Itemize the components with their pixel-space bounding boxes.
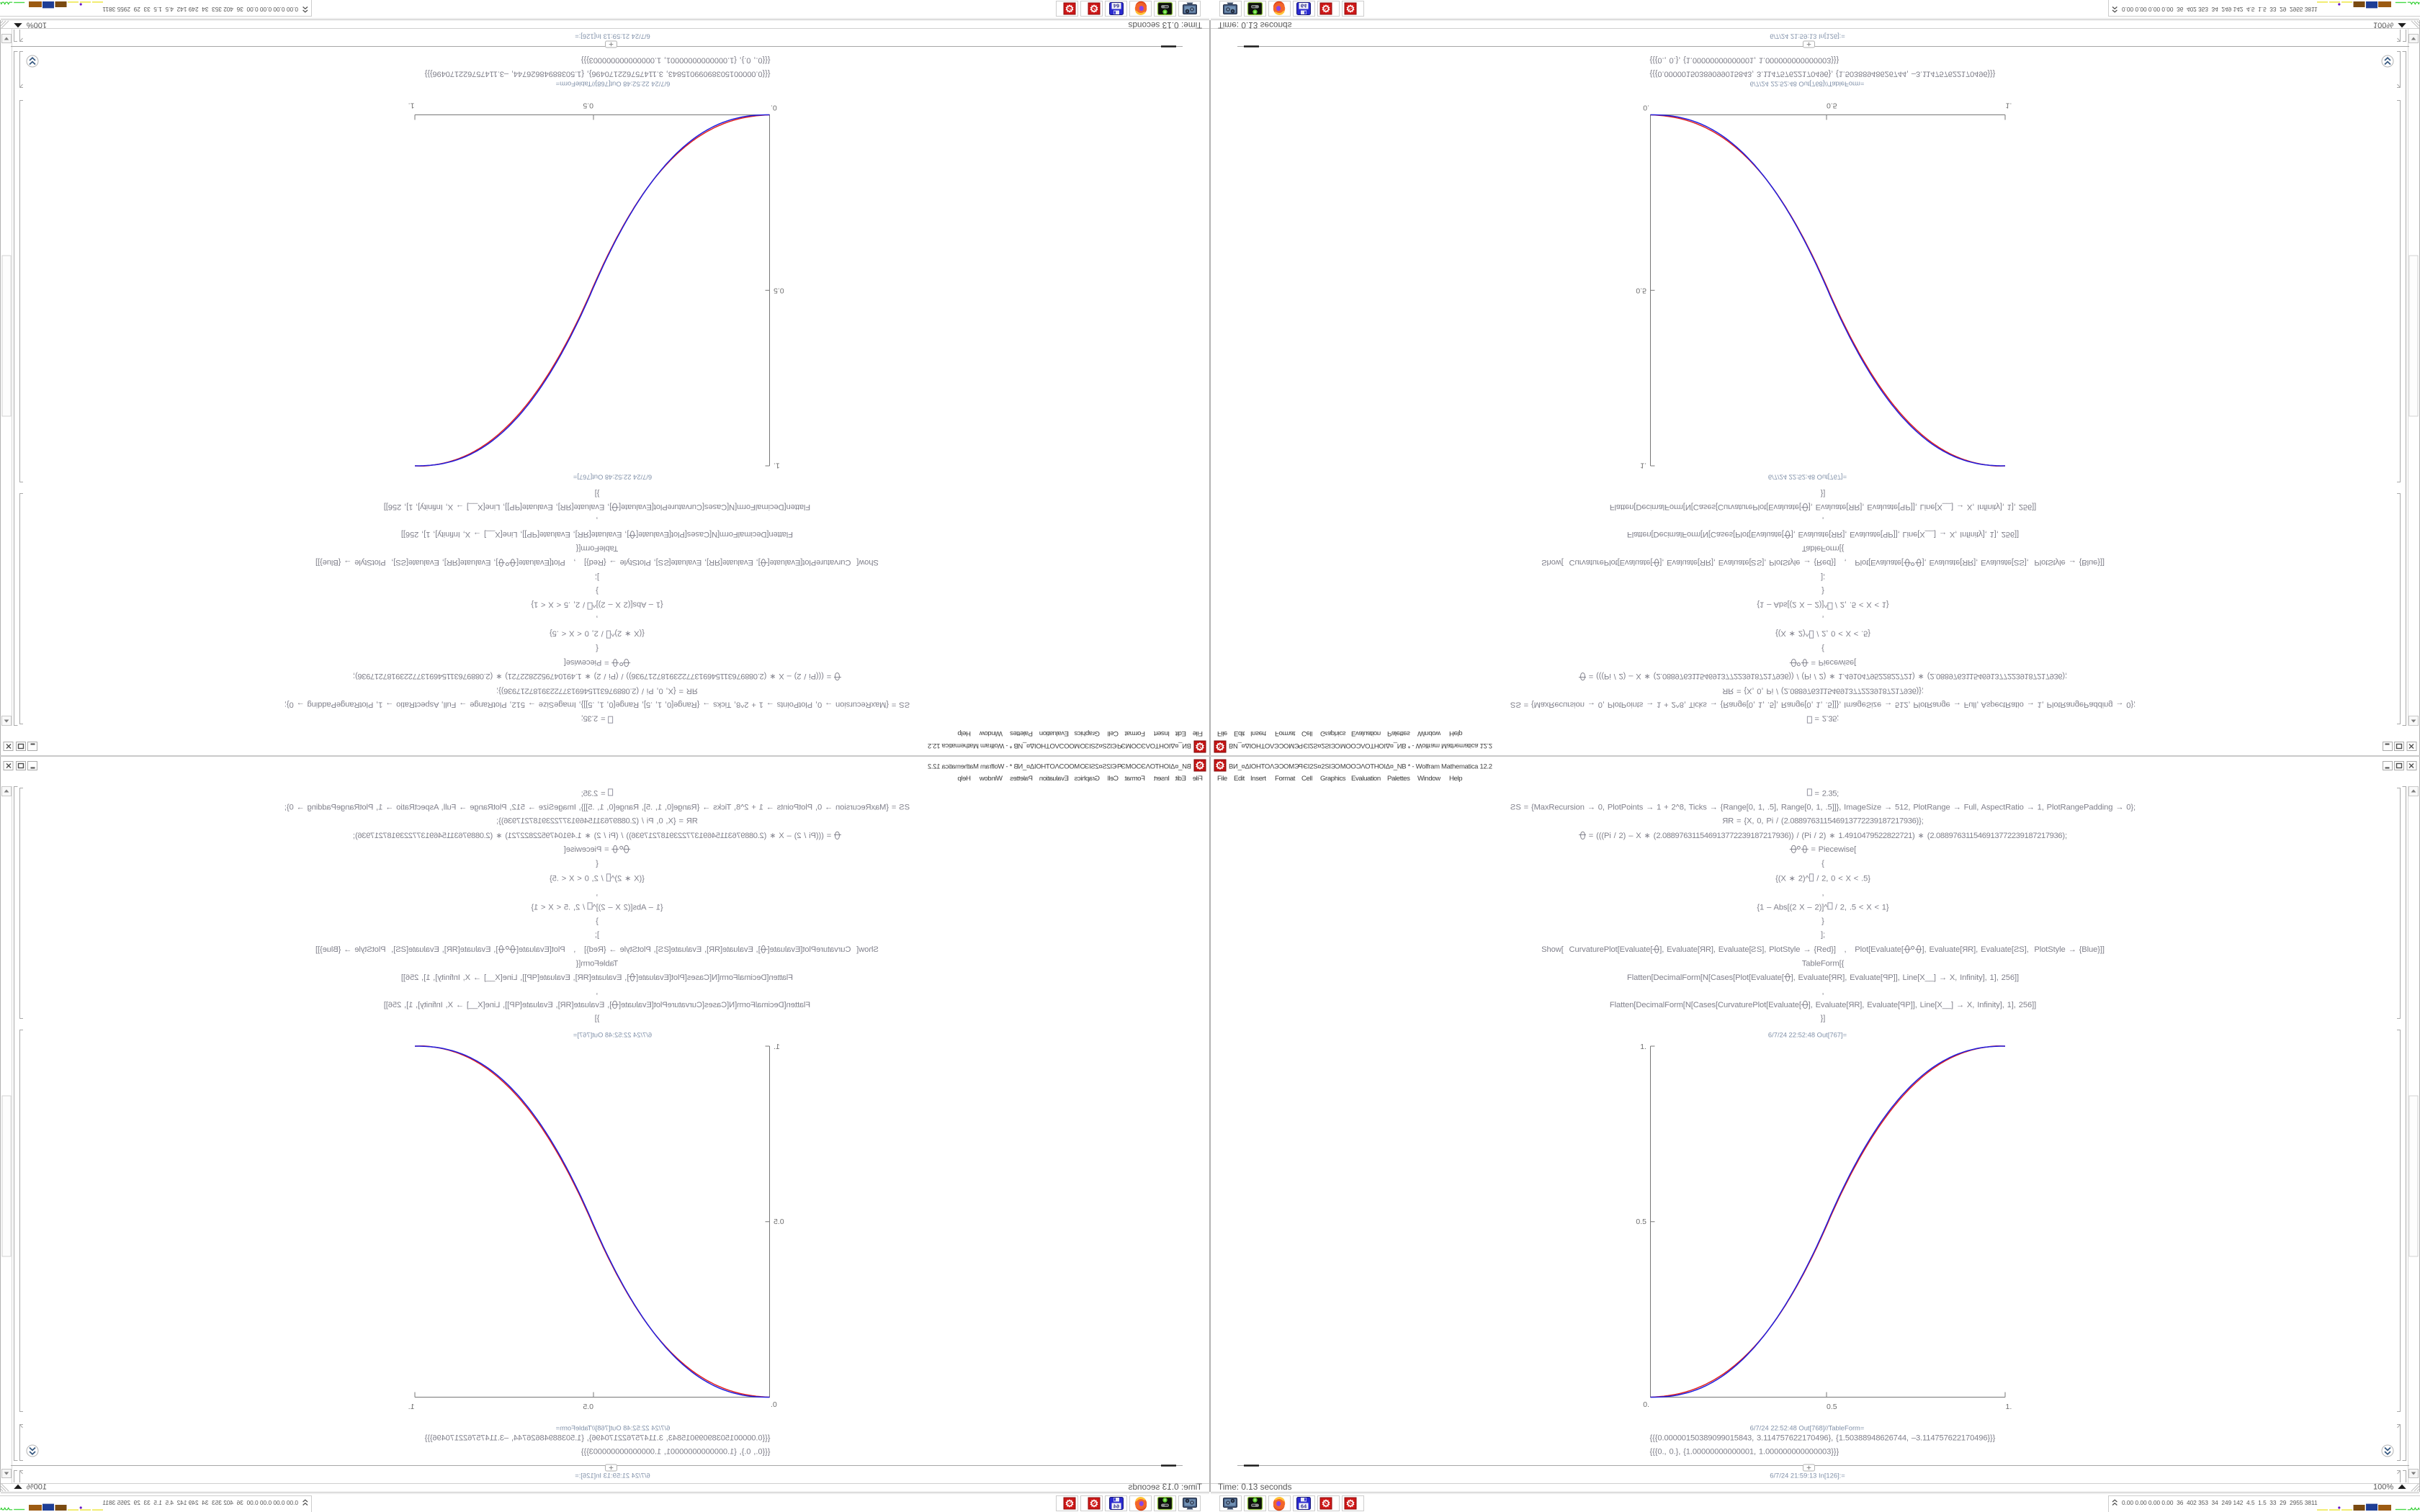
svg-text:64: 64 <box>1113 2 1119 9</box>
svg-text:64: 64 <box>1113 1503 1119 1510</box>
svg-text:64: 64 <box>1301 2 1307 9</box>
svg-text:64: 64 <box>1301 1503 1307 1510</box>
